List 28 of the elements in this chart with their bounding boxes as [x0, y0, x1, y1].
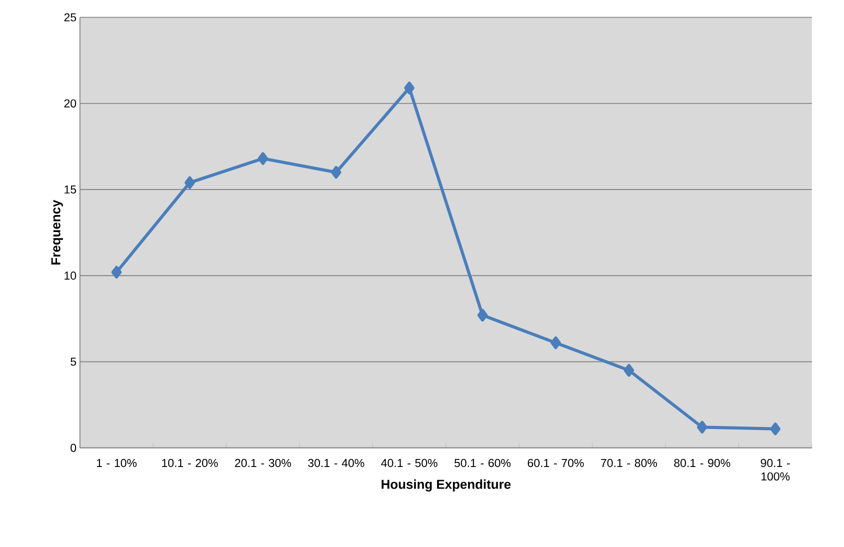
x-tick-label: 70.1 - 80% [601, 458, 657, 468]
x-tick-label: 20.1 - 30% [235, 458, 291, 468]
point [258, 152, 268, 165]
x-tick-label: 60.1 - 70% [528, 458, 584, 468]
point [770, 422, 780, 436]
point [184, 176, 195, 189]
x-tick-label: 1 - 10% [96, 458, 137, 468]
x-axis-title: Housing Expenditure [382, 479, 511, 492]
x-tick-label: 30.1 - 40% [308, 458, 364, 468]
point [624, 364, 634, 377]
point [696, 420, 708, 434]
x-tick-label: 80.1 - 90% [674, 458, 730, 468]
point [111, 266, 122, 279]
x-tick-label: 50.1 - 60% [454, 458, 511, 468]
x-tick-label: 10.1 - 20% [162, 458, 218, 468]
point [477, 308, 488, 322]
y-tick-label: 25 [64, 13, 76, 22]
x-tick-label: 40.1 - 50% [381, 458, 438, 468]
point [330, 166, 342, 179]
y-tick-label: 20 [64, 99, 76, 108]
x-tick-label: 90.1 - 100% [760, 458, 790, 480]
y-tick-label: 0 [70, 444, 76, 452]
y-tick-label: 15 [64, 186, 76, 194]
y-axis-title: Frequency [51, 200, 63, 264]
point [404, 82, 414, 94]
point [550, 336, 561, 350]
y-tick-label: 5 [70, 358, 76, 366]
y-tick-label: 10 [64, 272, 76, 280]
